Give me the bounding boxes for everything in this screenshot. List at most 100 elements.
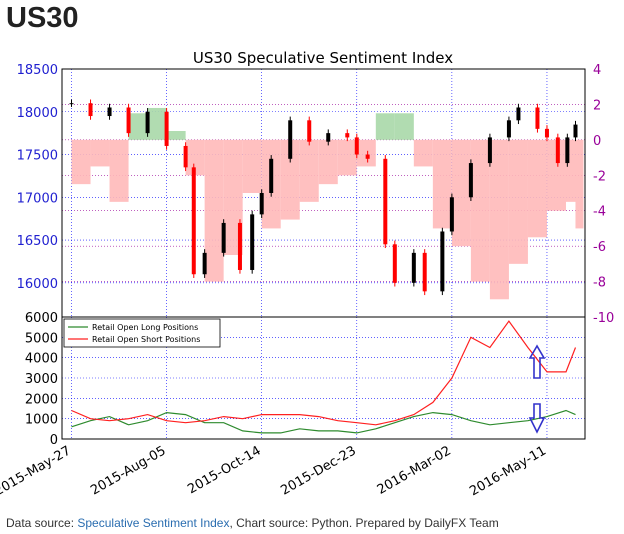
right-tick-label: -2 xyxy=(593,169,606,184)
sentiment-bar xyxy=(71,139,91,185)
positions-lines xyxy=(71,320,577,434)
candle-body xyxy=(183,145,188,168)
candle-body xyxy=(202,252,207,275)
left-tick-label: 18000 xyxy=(17,106,58,121)
footer-prefix: Data source: xyxy=(6,516,78,530)
candle-body xyxy=(307,120,312,142)
right-tick-label: 2 xyxy=(593,98,601,113)
sentiment-bar xyxy=(489,139,509,300)
sentiment-bar xyxy=(242,139,262,193)
x-tick-label: 2015-May-27 xyxy=(0,443,74,499)
left-tick-label: 17500 xyxy=(17,149,58,164)
sentiment-bar xyxy=(375,113,395,140)
sentiment-bar xyxy=(356,139,376,167)
candle-body xyxy=(259,193,264,215)
candle-body xyxy=(422,252,427,292)
sentiment-bar xyxy=(432,139,452,229)
short-positions-line xyxy=(71,320,577,426)
sentiment-bar xyxy=(147,107,167,140)
sentiment-bar xyxy=(337,139,357,176)
candle-body xyxy=(544,128,549,138)
page-heading: US30 xyxy=(6,2,79,34)
candle-body xyxy=(221,222,226,253)
bottom-axis-ticks: 0 1000 2000 3000 4000 5000 6000 xyxy=(25,311,58,448)
candle-body xyxy=(237,222,242,270)
sentiment-bar xyxy=(318,139,338,185)
sentiment-bar xyxy=(299,139,319,202)
left-tick-label: 16000 xyxy=(17,277,58,292)
candle-body xyxy=(535,107,540,129)
x-tick-label: 2016-Mar-02 xyxy=(375,443,454,497)
sentiment-bar xyxy=(128,113,148,140)
x-tick-label: 2016-May-11 xyxy=(467,443,549,499)
footer: Data source: Speculative Sentiment Index… xyxy=(6,516,499,530)
sentiment-bar xyxy=(394,113,414,140)
candle-body xyxy=(145,111,150,134)
sentiment-bar xyxy=(470,139,490,282)
sentiment-bar xyxy=(280,139,300,220)
sentiment-bar xyxy=(166,131,186,140)
right-tick-label: -6 xyxy=(593,240,606,255)
candle-body xyxy=(326,133,331,142)
candle-body xyxy=(411,252,416,283)
left-tick-label: 18500 xyxy=(17,63,58,78)
candle-body xyxy=(516,107,521,121)
legend-short-label: Retail Open Short Positions xyxy=(92,335,200,344)
bottom-tick-label: 6000 xyxy=(25,311,58,326)
right-tick-label: -10 xyxy=(593,311,614,326)
candle-body xyxy=(107,107,112,117)
candle-body xyxy=(191,167,196,275)
footer-suffix: , Chart source: Python. Prepared by Dail… xyxy=(229,516,499,530)
sentiment-bar xyxy=(527,139,547,238)
candle-body xyxy=(69,103,74,105)
down-arrow-icon xyxy=(528,403,546,434)
candle-body xyxy=(288,120,293,159)
sentiment-bar xyxy=(185,139,205,176)
x-tick-label: 2015-Dec-23 xyxy=(278,443,358,498)
sentiment-bar xyxy=(575,139,584,229)
right-tick-label: 4 xyxy=(593,63,601,78)
sentiment-bars xyxy=(71,107,584,300)
candle-body xyxy=(365,154,370,159)
sentiment-bar xyxy=(90,139,110,167)
chart-title: US30 Speculative Sentiment Index xyxy=(193,49,453,67)
chart-figure: US30 Speculative Sentiment Index 1600016… xyxy=(0,49,614,499)
sentiment-bar xyxy=(546,139,566,211)
candle-body xyxy=(250,214,255,270)
right-tick-label: 0 xyxy=(593,134,601,149)
candle-body xyxy=(468,163,473,198)
bottom-tick-label: 4000 xyxy=(25,352,58,367)
right-axis-ticks: -10 -8 -6 -4 -2 0 2 4 xyxy=(593,63,614,326)
sentiment-bar xyxy=(451,139,471,247)
sentiment-bar xyxy=(109,139,129,202)
bottom-tick-label: 5000 xyxy=(25,331,58,346)
candle-body xyxy=(565,137,570,164)
right-tick-label: -8 xyxy=(593,276,606,291)
bottom-tick-label: 2000 xyxy=(25,392,58,407)
bottom-panel-frame xyxy=(61,316,586,440)
bottom-tick-label: 3000 xyxy=(25,372,58,387)
candle-body xyxy=(555,137,560,164)
candle-body xyxy=(392,244,397,283)
candle-body xyxy=(354,137,359,155)
candle-body xyxy=(506,120,511,138)
legend: Retail Open Long Positions Retail Open S… xyxy=(63,318,221,348)
x-tick-label: 2015-Oct-14 xyxy=(185,443,263,497)
long-positions-line xyxy=(71,409,576,434)
candle-body xyxy=(269,158,274,193)
sentiment-index-link[interactable]: Speculative Sentiment Index xyxy=(77,516,230,530)
left-tick-label: 17000 xyxy=(17,191,58,206)
sentiment-bar xyxy=(565,139,576,202)
x-axis-ticks: 2015-May-27 2015-Aug-05 2015-Oct-14 2015-De… xyxy=(0,443,549,499)
sentiment-bar xyxy=(413,139,433,167)
up-arrow-icon xyxy=(528,344,546,379)
candle-body xyxy=(126,107,131,134)
candle-body xyxy=(164,111,169,146)
legend-long-label: Retail Open Long Positions xyxy=(92,323,198,332)
right-tick-label: -4 xyxy=(593,205,606,220)
price-candles xyxy=(69,99,578,296)
x-tick-label: 2015-Aug-05 xyxy=(88,443,168,498)
candle-body xyxy=(383,158,388,245)
candle-body xyxy=(88,103,93,117)
candle-body xyxy=(573,124,578,138)
